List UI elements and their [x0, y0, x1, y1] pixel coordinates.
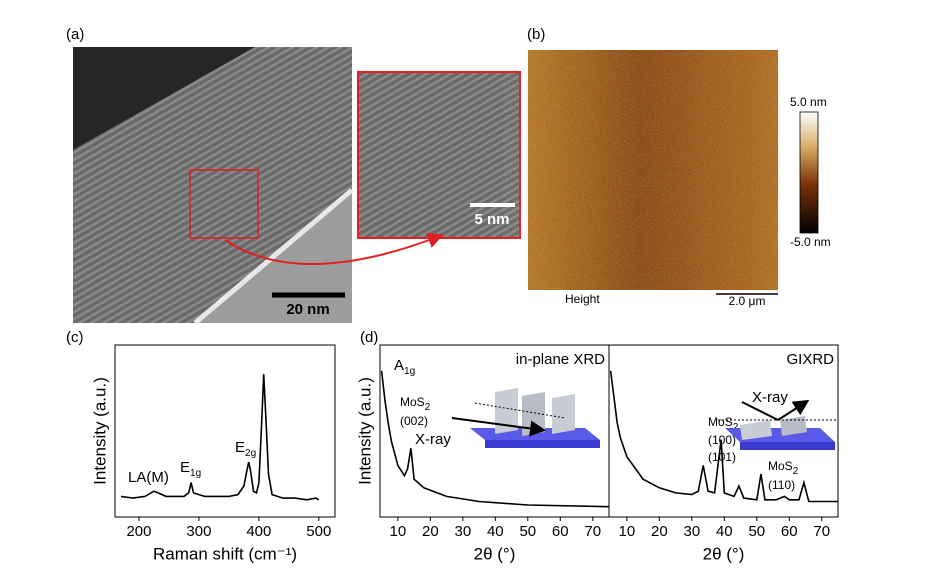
colorbar	[799, 111, 819, 234]
zoom-arrow	[224, 232, 444, 265]
scale-bar-label: 5 nm	[474, 211, 509, 228]
x-tick-label: 60	[781, 523, 798, 540]
x-tick-label: 30	[683, 523, 700, 540]
x-tick-label: 40	[487, 523, 504, 540]
x-axis-label: Raman shift (cm⁻¹)	[153, 544, 297, 563]
xray-label: X-ray	[415, 431, 451, 448]
x-tick-label: 20	[422, 523, 439, 540]
panel-label: (a)	[66, 26, 84, 43]
x-tick-label: 40	[716, 523, 733, 540]
plot-frame	[114, 344, 336, 518]
x-tick-label: 400	[246, 523, 271, 540]
colorbar-label: 5.0 nm	[790, 95, 827, 109]
xrd-schematic	[451, 388, 838, 450]
spectrum-line	[380, 370, 610, 508]
peak-label: E1g	[180, 459, 201, 479]
x-tick-label: 20	[651, 523, 668, 540]
peak-label: MoS2	[400, 395, 431, 412]
x-tick-label: 70	[813, 523, 830, 540]
x-tick-label: 50	[519, 523, 536, 540]
annotations: LA(M) E1g E2g A1g in-plane XRD MoS2 (002…	[128, 351, 834, 492]
x-tick-label: 30	[454, 523, 471, 540]
peak-label: E2g	[235, 439, 256, 459]
peak-label: MoS2	[768, 459, 799, 476]
scale-bar-label: 2.0 μm	[729, 294, 766, 308]
panel-label: (c)	[66, 329, 84, 346]
x-tick-label: 500	[306, 523, 331, 540]
x-axis-label: 2θ (°)	[703, 544, 745, 563]
peak-label: (100)	[708, 433, 736, 447]
xray-label: X-ray	[752, 389, 788, 406]
peak-label: (002)	[400, 414, 428, 428]
x-tick-label: 300	[186, 523, 211, 540]
peak-label: LA(M)	[128, 469, 169, 486]
colorbar-label: -5.0 nm	[790, 235, 831, 249]
plot-frame	[608, 344, 839, 518]
panel-label: (b)	[527, 26, 545, 43]
y-axis-label: Intensity (a.u.)	[355, 377, 374, 485]
x-axis-label: 2θ (°)	[474, 544, 516, 563]
scale-bar-label: 20 nm	[286, 301, 329, 318]
tem-image: 20 nm	[73, 47, 354, 325]
x-tick-label: 200	[126, 523, 151, 540]
peak-label: A1g	[394, 357, 415, 377]
x-tick-label: 60	[552, 523, 569, 540]
tem-inset: 5 nm	[357, 71, 521, 239]
peak-label: (110)	[768, 478, 795, 492]
channel-label: Height	[565, 292, 600, 306]
panel-label: (d)	[360, 329, 378, 346]
spectrum-line	[609, 370, 838, 503]
chart-title: in-plane XRD	[516, 351, 605, 368]
y-axis-label: Intensity (a.u.)	[90, 377, 109, 485]
x-tick-label: 10	[390, 523, 407, 540]
x-tick-label: 50	[748, 523, 765, 540]
spectrum-line	[120, 374, 320, 501]
peak-label: MoS2	[708, 415, 739, 432]
x-tick-label: 10	[619, 523, 636, 540]
afm-image: Height 2.0 μm 5.0 nm -5.0 nm	[528, 50, 831, 308]
x-tick-label: 70	[584, 523, 601, 540]
chart-title: GIXRD	[786, 351, 834, 368]
